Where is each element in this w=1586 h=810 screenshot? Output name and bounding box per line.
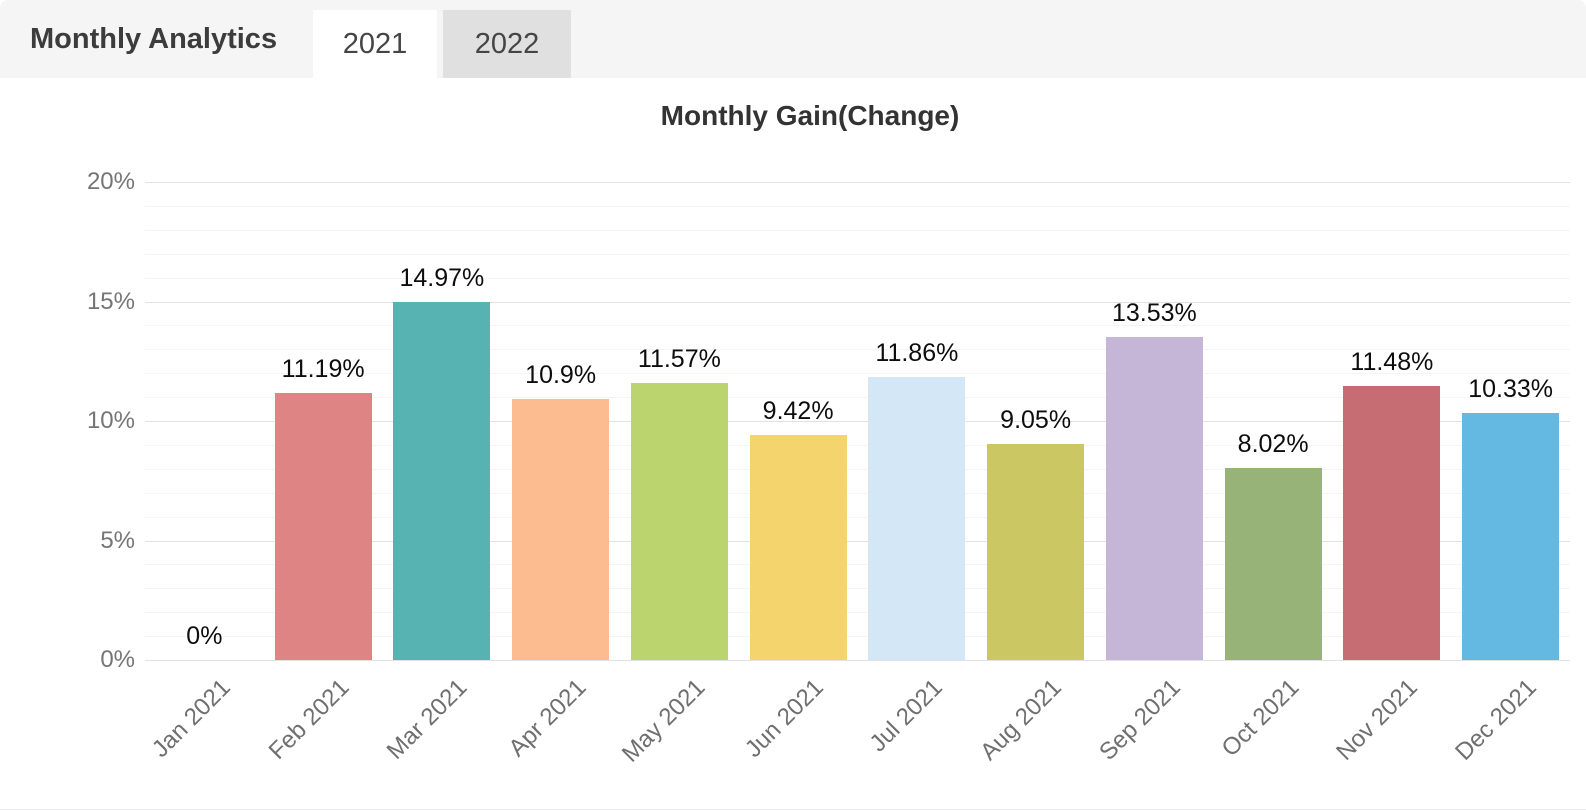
bar-value-label: 14.97% [399,264,485,292]
bar-oct-2021[interactable] [1224,468,1322,660]
minor-gridline [145,349,1570,351]
bar-value-label: 10.33% [1468,375,1554,403]
y-axis-label: 10% [86,407,135,434]
minor-gridline [145,516,1570,518]
bar-value-label: 9.42% [762,397,834,425]
x-axis-label: Jan 2021 [146,674,236,763]
x-axis-label: Jun 2021 [740,674,830,763]
minor-gridline [145,253,1570,255]
x-axis-label: Sep 2021 [1093,674,1186,766]
minor-gridline [145,205,1570,207]
y-axis-label: 0% [100,646,135,673]
x-axis-label: Aug 2021 [974,674,1067,766]
y-axis-label: 20% [86,168,135,195]
bar-apr-2021[interactable] [512,399,610,660]
bar-jul-2021[interactable] [868,377,966,660]
bar-value-label: 11.48% [1350,348,1434,376]
minor-gridline [145,277,1570,279]
major-gridline [145,540,1570,542]
bar-jun-2021[interactable] [749,435,847,660]
bar-value-label: 11.57% [637,345,721,373]
x-axis-label: Dec 2021 [1449,674,1542,766]
x-axis-label: Nov 2021 [1331,674,1423,766]
panel-header: Monthly Analytics 2021 2022 [0,0,1586,78]
minor-gridline [145,444,1570,446]
x-axis-label: Oct 2021 [1216,674,1305,762]
minor-gridline [145,397,1570,399]
bar-value-label: 10.9% [525,361,597,389]
tab-2022[interactable]: 2022 [443,10,571,78]
major-gridline [145,182,1570,183]
x-axis-label: Apr 2021 [503,674,592,762]
bar-value-label: 8.02% [1237,430,1309,458]
y-axis-label: 15% [86,287,135,315]
bar-value-label: 0% [186,622,223,650]
panel-title: Monthly Analytics [30,23,278,55]
minor-gridline [145,612,1570,614]
minor-gridline [145,468,1570,470]
bar-aug-2021[interactable] [987,444,1085,660]
x-axis-label: May 2021 [616,674,711,768]
x-axis-label: Feb 2021 [263,674,355,765]
minor-gridline [145,492,1570,494]
bar-feb-2021[interactable] [274,393,372,660]
x-axis-label: Mar 2021 [382,674,473,765]
bar-nov-2021[interactable] [1343,386,1441,660]
bar-dec-2021[interactable] [1462,413,1560,660]
bar-mar-2021[interactable] [393,302,491,660]
bar-sep-2021[interactable] [1105,337,1203,660]
major-gridline [145,660,1570,661]
major-gridline [145,421,1570,422]
minor-gridline [145,588,1570,590]
bar-value-label: 9.05% [1000,406,1072,434]
chart-title: Monthly Gain(Change) [660,100,960,131]
bar-value-label: 11.19% [281,355,365,383]
minor-gridline [145,325,1570,327]
minor-gridline [145,636,1570,638]
minor-gridline [145,564,1570,566]
minor-gridline [145,373,1570,375]
bar-value-label: 13.53% [1111,299,1197,327]
bar-may-2021[interactable] [630,383,728,660]
major-gridline [145,301,1570,303]
bar-value-label: 11.86% [875,339,959,367]
tab-2021[interactable]: 2021 [313,10,437,78]
minor-gridline [145,229,1570,231]
y-axis-label: 5% [100,526,135,554]
x-axis-label: Jul 2021 [864,674,948,758]
